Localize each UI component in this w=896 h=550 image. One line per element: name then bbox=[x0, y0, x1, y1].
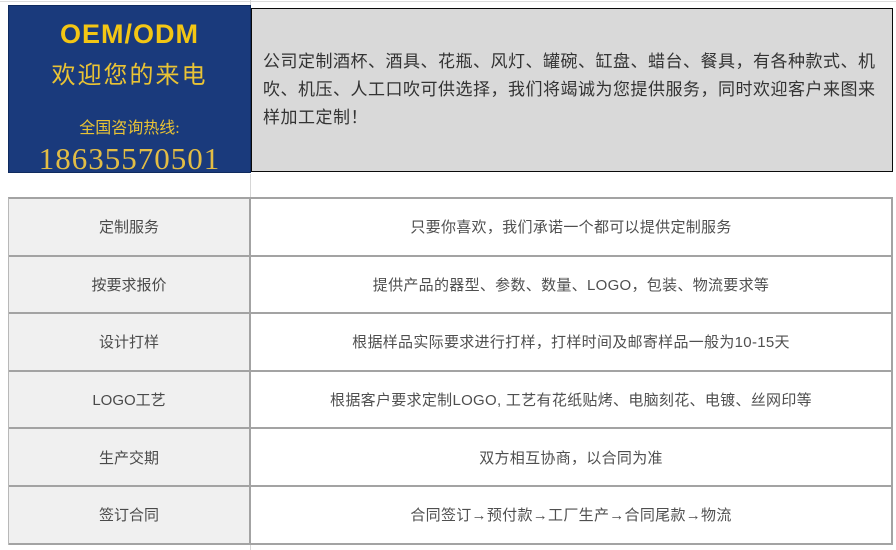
grid-line-vertical-bottom bbox=[250, 545, 251, 550]
row-value: 只要你喜欢，我们承诺一个都可以提供定制服务 bbox=[251, 199, 891, 255]
service-table: 定制服务 只要你喜欢，我们承诺一个都可以提供定制服务 按要求报价 提供产品的器型… bbox=[8, 197, 893, 545]
phone-number: 18635570501 bbox=[38, 141, 221, 176]
table-row: 设计打样 根据样品实际要求进行打样，打样时间及邮寄样品一般为10-15天 bbox=[9, 314, 891, 372]
promo-subtitle: 欢迎您的来电 bbox=[51, 63, 208, 89]
row-value: 合同签订→预付款→工厂生产→合同尾款→物流 bbox=[251, 486, 891, 543]
table-row: LOGO工艺 根据客户要求定制LOGO, 工艺有花纸贴烤、电脑刻花、电镀、丝网印… bbox=[9, 371, 891, 430]
hotline-label: 全国咨询热线: bbox=[79, 120, 180, 137]
row-value: 根据客户要求定制LOGO, 工艺有花纸贴烤、电脑刻花、电镀、丝网印等 bbox=[251, 371, 891, 428]
description-box: 公司定制酒杯、酒具、花瓶、风灯、罐碗、缸盘、蜡台、餐具，有各种款式、机吹、机压、… bbox=[251, 8, 893, 172]
promo-title: OEM/ODM bbox=[60, 19, 199, 49]
row-label: 按要求报价 bbox=[9, 256, 251, 313]
grid-line-top bbox=[0, 1, 896, 2]
row-label: 定制服务 bbox=[9, 199, 251, 255]
table-row: 生产交期 双方相互协商，以合同为准 bbox=[9, 429, 891, 487]
row-value: 双方相互协商，以合同为准 bbox=[251, 429, 891, 485]
row-value: 提供产品的器型、参数、数量、LOGO，包装、物流要求等 bbox=[251, 256, 891, 313]
row-value: 根据样品实际要求进行打样，打样时间及邮寄样品一般为10-15天 bbox=[251, 314, 891, 370]
row-label: 生产交期 bbox=[9, 429, 251, 485]
promo-box: OEM/ODM 欢迎您的来电 全国咨询热线: 18635570501 bbox=[8, 5, 251, 176]
row-label: 签订合同 bbox=[9, 486, 251, 543]
table-row: 按要求报价 提供产品的器型、参数、数量、LOGO，包装、物流要求等 bbox=[9, 256, 891, 315]
table-row: 签订合同 合同签订→预付款→工厂生产→合同尾款→物流 bbox=[9, 486, 891, 545]
grid-line-vertical-middle bbox=[250, 174, 251, 197]
row-label: LOGO工艺 bbox=[9, 371, 251, 428]
table-row: 定制服务 只要你喜欢，我们承诺一个都可以提供定制服务 bbox=[9, 199, 891, 257]
grid-line-vertical-top bbox=[250, 0, 251, 6]
row-label: 设计打样 bbox=[9, 314, 251, 370]
company-description: 公司定制酒杯、酒具、花瓶、风灯、罐碗、缸盘、蜡台、餐具，有各种款式、机吹、机压、… bbox=[263, 52, 876, 127]
